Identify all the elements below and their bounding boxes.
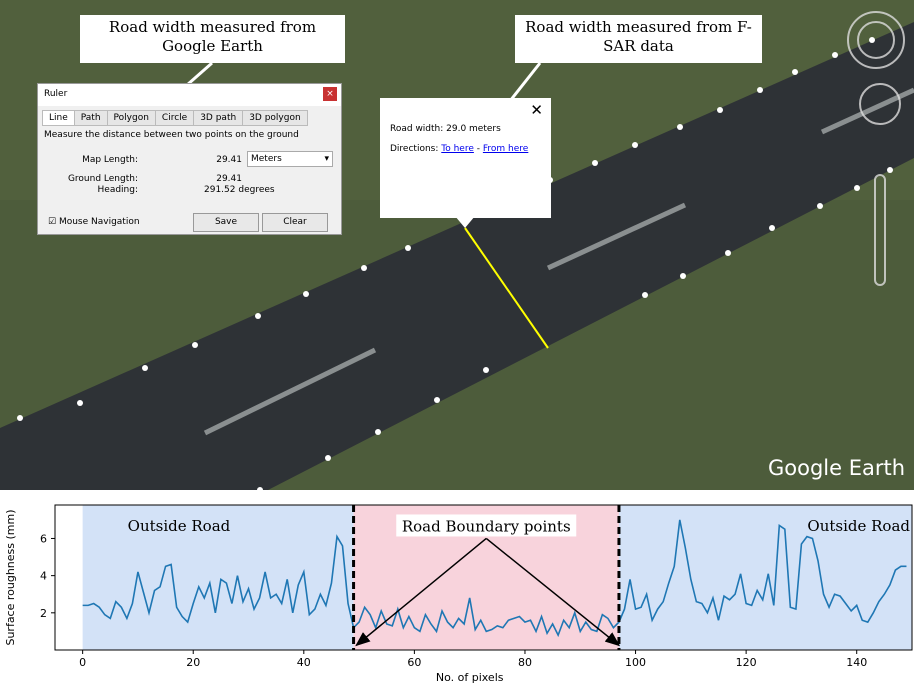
x-tick-label: 140 <box>846 656 867 669</box>
field-value: 29.41 <box>216 174 242 184</box>
tab[interactable]: Path <box>73 110 108 126</box>
separator: - <box>476 144 481 154</box>
checkbox[interactable]: ☑ Mouse Navigation <box>48 217 140 227</box>
link[interactable]: From here <box>482 144 529 154</box>
field-value: 291.52 degrees <box>204 185 275 195</box>
x-tick-label: 20 <box>186 656 200 669</box>
annotation-box <box>396 514 577 537</box>
road <box>0 22 914 490</box>
satellite-image: Google Earth <box>0 0 914 490</box>
region-label: Outside Road <box>807 517 910 535</box>
tab[interactable]: 3D path <box>193 110 244 126</box>
watermark: Google Earth <box>768 456 905 480</box>
x-tick-label: 120 <box>736 656 757 669</box>
nav-controls <box>847 11 905 286</box>
close-button[interactable]: × <box>323 87 337 101</box>
unit: Meters <box>251 154 282 164</box>
y-tick-label: 2 <box>40 607 47 620</box>
road-width: Road width: 29.0 meters <box>390 124 501 134</box>
x-tick-label: 0 <box>79 656 86 669</box>
title-bar: Ruler × <box>38 84 341 106</box>
button[interactable]: Clear <box>262 213 328 232</box>
ruler-dialog: Ruler × Line Path Polygon Circle 3D path 3D p… <box>37 83 342 235</box>
chart: Outside Road Outside Road 0 20 40 60 80 100 120 1… <box>4 504 913 684</box>
axes-frame <box>54 504 913 651</box>
directions-label: Directions: <box>390 144 439 154</box>
annotation-arrow <box>355 537 487 647</box>
x-axis-label: No. of pixels <box>436 671 504 684</box>
x-tick-label: 100 <box>625 656 646 669</box>
tabs: Line Path Polygon Circle 3D path 3D polygon <box>38 106 341 126</box>
region <box>82 505 354 650</box>
button[interactable]: Save <box>193 213 259 232</box>
y-axis-label: Surface roughness (mm) <box>4 509 17 645</box>
x-tick-label: 60 <box>407 656 421 669</box>
link[interactable]: To here <box>441 144 474 154</box>
y-tick-label: 4 <box>40 570 47 583</box>
data-line <box>82 519 907 638</box>
tab[interactable]: 3D polygon <box>242 110 308 126</box>
unit-select[interactable]: Meters ▾ <box>247 151 333 167</box>
popup-pointer <box>455 216 475 228</box>
description: Measure the distance between two points … <box>44 130 299 140</box>
x-tick-label: 80 <box>518 656 532 669</box>
x-tick-label: 40 <box>297 656 311 669</box>
field-label: Ground Length: <box>67 174 138 184</box>
region-label: Outside Road <box>128 517 231 535</box>
road-marking <box>203 347 377 436</box>
field-value: 29.41 <box>216 155 242 165</box>
region <box>618 505 912 650</box>
field-label: Heading: <box>97 185 138 195</box>
callout: Road width measured from Google Earth <box>80 15 345 63</box>
annotation-text: Road Boundary points <box>402 517 571 535</box>
close-button[interactable]: ✕ <box>530 101 543 119</box>
info-popup: ✕ Road width: 29.0 meters Directions: To… <box>380 98 551 218</box>
dialog-title: Ruler <box>44 89 68 99</box>
y-tick-label: 6 <box>40 532 47 545</box>
road-marking <box>546 202 687 271</box>
callout: Road width measured from F-SAR data <box>515 15 762 63</box>
annotation-arrow <box>485 537 621 647</box>
measure-line <box>464 227 549 349</box>
checkbox-label: Mouse Navigation <box>58 217 140 227</box>
directions: Directions: To here - From here <box>390 144 541 154</box>
tab[interactable]: Circle <box>154 110 195 126</box>
field-label: Map Length: <box>82 155 138 165</box>
tab[interactable]: Polygon <box>106 110 156 126</box>
tab[interactable]: Line <box>42 110 75 126</box>
